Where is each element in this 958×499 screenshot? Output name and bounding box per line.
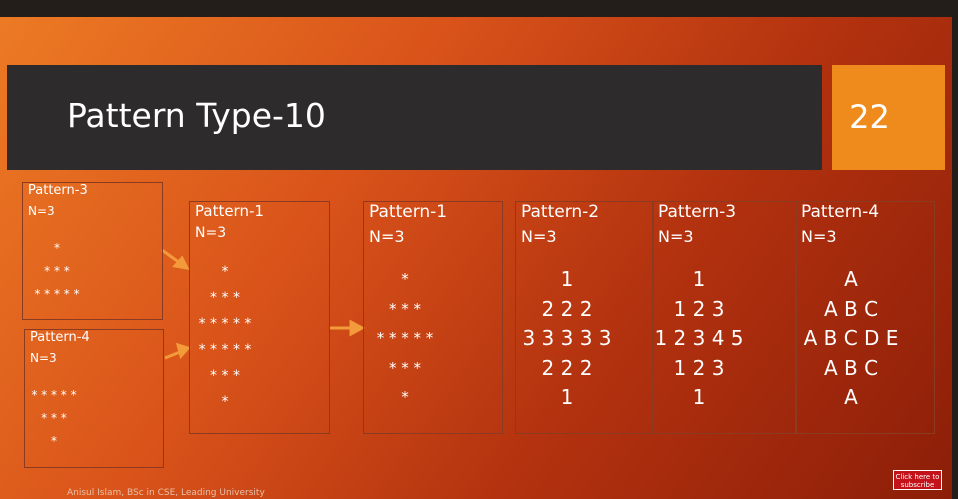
pattern-box [22, 182, 163, 320]
pattern-line: 1 2 3 [673, 355, 725, 380]
pattern-box [652, 201, 797, 434]
pattern-box [515, 201, 654, 434]
pattern-line: A B C [823, 355, 879, 380]
pattern-line: 1 [692, 267, 706, 291]
pattern-line: * * * * * [31, 387, 77, 402]
box-n: N=3 [521, 227, 557, 246]
pattern-line: * * * [41, 410, 67, 425]
pattern-line: A [844, 385, 858, 409]
pattern-line: 2 2 2 [541, 296, 593, 321]
pattern-line: 1 [560, 385, 574, 409]
pattern-line: * [221, 393, 229, 410]
footer: Anisul Islam, BSc in CSE, Leading Univer… [67, 488, 265, 498]
pattern-line: A B C D E [803, 326, 899, 350]
pattern-line: * * * [210, 289, 240, 306]
pattern-line: * * * [44, 263, 70, 278]
slide-title: Pattern Type-10 [67, 96, 326, 135]
pattern-line: A B C [823, 296, 879, 321]
pattern-line: * * * * * [198, 315, 252, 332]
pattern-line: * * * * * [198, 341, 252, 358]
box-title: Pattern-1 [195, 202, 264, 220]
box-n: N=3 [30, 351, 57, 365]
subscribe-text: subscribe [900, 481, 935, 489]
pattern-line: * * * [388, 299, 422, 318]
title-bar [7, 65, 822, 170]
pattern-box [795, 201, 935, 434]
number-box [832, 65, 945, 170]
pattern-line: * [401, 388, 409, 406]
pattern-line: 1 2 3 4 5 [654, 326, 744, 350]
box-title: Pattern-4 [801, 202, 880, 222]
pattern-line: 2 2 2 [541, 355, 593, 380]
box-n: N=3 [195, 225, 227, 241]
box-n: N=3 [369, 227, 405, 246]
pattern-line: 1 2 3 [673, 296, 725, 321]
pattern-box [363, 201, 503, 434]
pattern-line: 1 [560, 267, 574, 291]
pattern-line: A [844, 267, 858, 291]
box-title: Pattern-1 [369, 202, 448, 222]
pattern-line: * [51, 433, 57, 448]
pattern-line: 3 3 3 3 3 [522, 326, 612, 350]
pattern-line: * * * * * [34, 286, 80, 301]
pattern-line: * * * [388, 358, 422, 377]
slide-number: 22 [849, 98, 890, 136]
arrow [164, 350, 181, 360]
box-title: Pattern-3 [658, 202, 737, 222]
pattern-line: * * * [210, 367, 240, 384]
arrow-head [349, 319, 366, 337]
box-n: N=3 [801, 227, 837, 246]
pattern-line: 1 [692, 385, 706, 409]
box-title: Pattern-2 [521, 202, 600, 222]
pattern-box [24, 329, 164, 468]
pattern-line: * [401, 270, 409, 288]
arrow-head [175, 342, 191, 360]
arrow-head [172, 255, 190, 270]
box-n: N=3 [658, 227, 694, 246]
subscribe-button[interactable]: Click here to subscribe [893, 470, 942, 490]
box-title: Pattern-4 [30, 330, 90, 345]
pattern-box [189, 201, 330, 434]
subscribe-text: Click here to [895, 473, 940, 481]
box-title: Pattern-3 [28, 183, 88, 198]
pattern-line: * [221, 263, 229, 280]
pattern-line: * [54, 240, 60, 255]
pattern-line: * * * * * [376, 329, 434, 347]
arrow [161, 248, 181, 265]
box-n: N=3 [28, 204, 55, 218]
